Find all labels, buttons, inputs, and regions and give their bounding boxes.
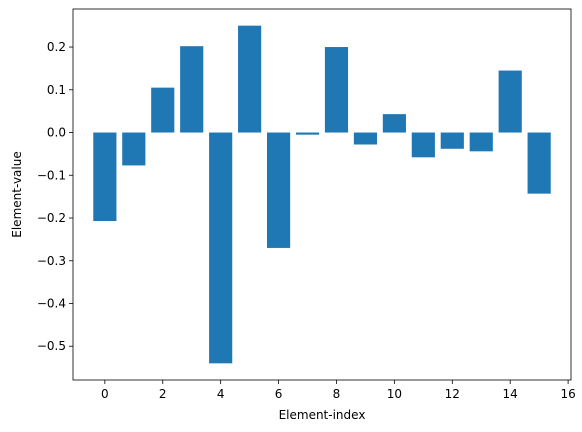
bar-7: [295, 132, 320, 135]
bar-8: [324, 47, 349, 133]
x-axis-ticks: 0 2 4 6 8 10 12 14 16: [101, 380, 576, 401]
bar-2: [151, 87, 175, 133]
x-tick-label: 8: [333, 387, 341, 401]
y-tick-label: −0.2: [37, 211, 66, 225]
y-tick-label: 0.2: [47, 40, 66, 54]
y-tick-label: −0.1: [37, 168, 66, 182]
y-tick-label: 0.1: [47, 83, 66, 97]
x-tick-label: 0: [101, 387, 109, 401]
x-tick-label: 10: [387, 387, 402, 401]
x-tick-label: 14: [503, 387, 518, 401]
x-tick-label: 12: [445, 387, 460, 401]
bar-15: [527, 132, 551, 194]
bar-11: [411, 132, 435, 158]
bar-0: [93, 132, 117, 221]
bar-10: [382, 114, 406, 133]
y-axis-ticks: −0.5 −0.4 −0.3 −0.2 −0.1 0.0 0.1 0.2: [37, 40, 73, 353]
bars-group: [93, 25, 551, 364]
bar-14: [498, 70, 522, 133]
bar-5: [238, 25, 262, 133]
bar-3: [180, 46, 204, 133]
x-tick-label: 16: [560, 387, 575, 401]
x-axis-label: Element-index: [279, 408, 366, 422]
bar-6: [266, 132, 291, 248]
x-tick-label: 2: [159, 387, 167, 401]
bar-13: [469, 132, 493, 152]
y-axis-label: Element-value: [10, 151, 24, 237]
bar-12: [440, 132, 464, 149]
y-tick-label: −0.3: [37, 254, 66, 268]
y-tick-label: −0.4: [37, 296, 66, 310]
plot-frame: [72, 8, 572, 381]
x-tick-label: 6: [275, 387, 283, 401]
bar-1: [122, 132, 146, 166]
y-tick-label: −0.5: [37, 339, 66, 353]
y-tick-label: 0.0: [47, 126, 66, 140]
x-tick-label: 4: [217, 387, 225, 401]
bar-9: [353, 132, 378, 145]
bar-4: [209, 132, 233, 364]
